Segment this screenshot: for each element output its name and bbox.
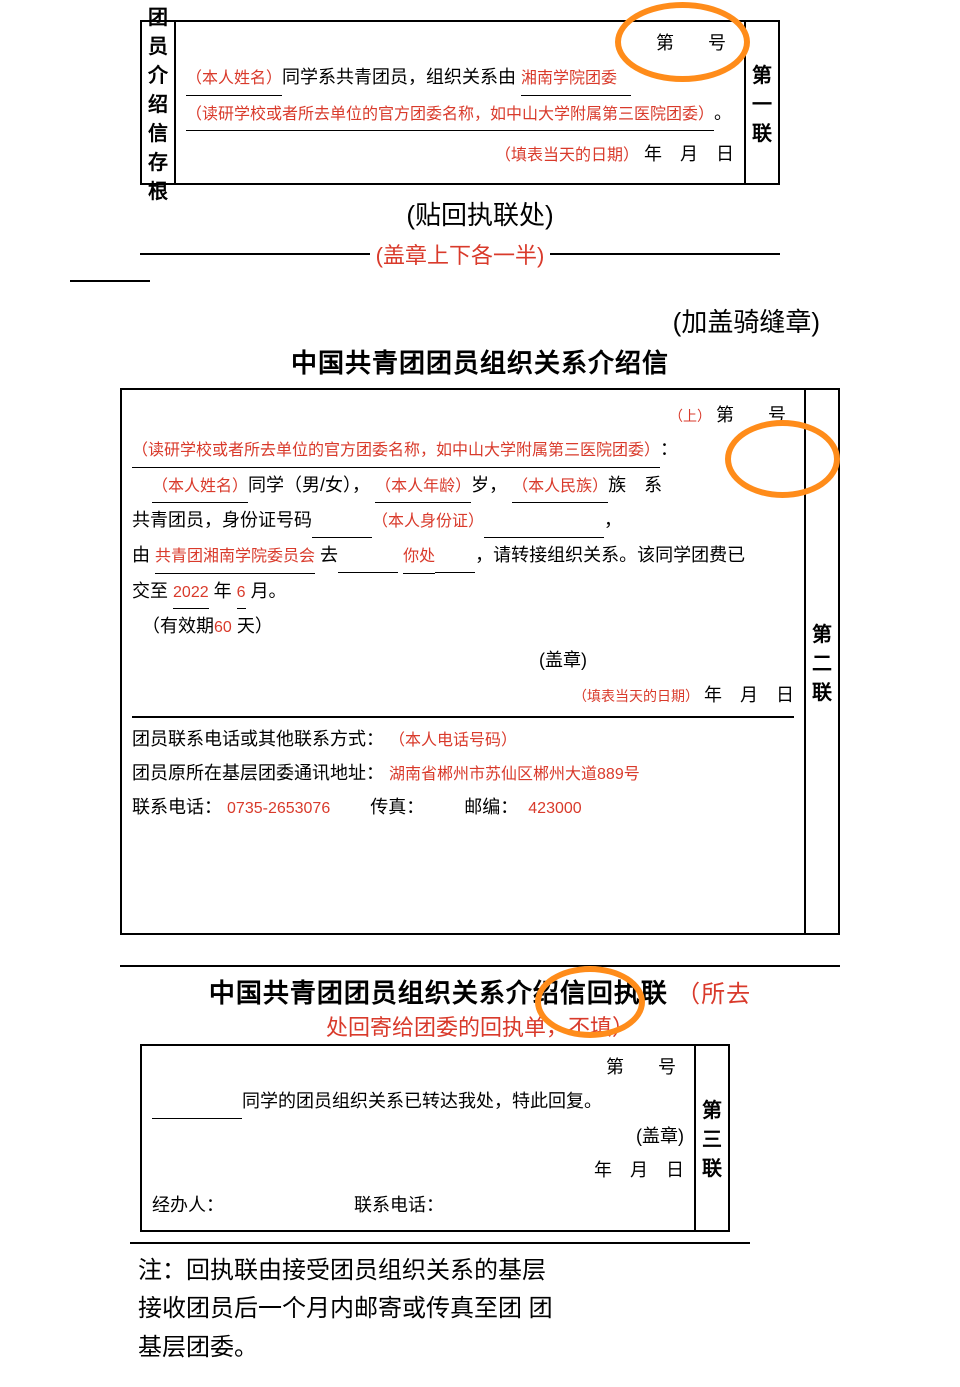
- letter-to: （读研学校或者所去单位的官方团委名称，如中山大学附属第三医院团委）：: [132, 432, 794, 467]
- receipt-hint2: 处回寄给团委的回执单，不填）: [20, 1010, 940, 1042]
- hint-phone: （本人电话号码）: [389, 732, 517, 749]
- letter-box: （上） 第 号 （读研学校或者所去单位的官方团委名称，如中山大学附属第三医院团委…: [120, 388, 840, 935]
- letter-addr: 团员原所在基层团委通讯地址： 湖南省郴州市苏仙区郴州大道889号: [132, 756, 794, 790]
- stub-date: （填表当天的日期） 年 月 日: [186, 137, 734, 171]
- hint-dest-org: （读研学校或者所去单位的官方团委名称，如中山大学附属第三医院团委）: [186, 106, 714, 123]
- hint-to-org: （读研学校或者所去单位的官方团委名称，如中山大学附属第三医院团委）: [132, 442, 660, 459]
- letter-number-row: （上） 第 号: [132, 398, 794, 432]
- divider-3: [130, 1242, 750, 1244]
- val-tel: 0735-2653076: [227, 800, 330, 817]
- letter-valid: （有效期60 天）: [132, 609, 794, 643]
- letter-right-label: 第二联: [804, 390, 838, 933]
- hint-name2: （本人姓名）: [152, 478, 248, 495]
- receipt-number: 第 号: [152, 1050, 684, 1084]
- hint-dest: 你处: [403, 548, 435, 565]
- letter-line-name: （本人姓名）同学（男/女）， （本人年龄）岁， （本人民族）族 系: [132, 468, 794, 503]
- receipt-right-label: 第三联: [694, 1046, 728, 1230]
- letter-contact: 团员联系电话或其他联系方式： （本人电话号码）: [132, 722, 794, 756]
- hint-name: （本人姓名）: [186, 70, 282, 87]
- stamp-half-row: (盖章上下各一半): [140, 238, 780, 270]
- seam-stamp-label: (加盖骑缝章): [20, 302, 940, 339]
- letter-stamp: (盖章): [132, 643, 794, 677]
- letter-content: （上） 第 号 （读研学校或者所去单位的官方团委名称，如中山大学附属第三医院团委…: [122, 390, 804, 933]
- val-zip: 423000: [528, 800, 581, 817]
- stub-right-label: 第一联: [744, 22, 778, 183]
- stub-side-label: 团员介绍信存根: [142, 22, 176, 183]
- letter-tel-row: 联系电话： 0735-2653076 传真： 邮编： 423000: [132, 790, 794, 824]
- letter-divider: [132, 716, 794, 718]
- val-days: 60: [214, 619, 232, 636]
- stub-line2: （读研学校或者所去单位的官方团委名称，如中山大学附属第三医院团委）。: [186, 96, 734, 131]
- hint-org-from: 湘南学院团委: [521, 70, 617, 87]
- document-root: 团员介绍信存根 第 号 （本人姓名）同学系共青团员，组织关系由 湘南学院团委 （…: [20, 20, 940, 1367]
- receipt-handler-row: 经办人： 联系电话：: [152, 1188, 684, 1222]
- receipt-content: 第 号 同学的团员组织关系已转达我处，特此回复。 (盖章) 年 月 日 经办人：…: [142, 1046, 694, 1230]
- receipt-box: 第 号 同学的团员组织关系已转达我处，特此回复。 (盖章) 年 月 日 经办人：…: [140, 1044, 730, 1232]
- letter-line-id: 共青团员，身份证号码 （本人身份证） ，: [132, 503, 794, 538]
- divider-2: [120, 965, 840, 967]
- val-year: 2022: [173, 584, 209, 601]
- hint-date2: （填表当天的日期）: [573, 688, 699, 704]
- stub-content: 第 号 （本人姓名）同学系共青团员，组织关系由 湘南学院团委 （读研学校或者所去…: [176, 22, 744, 183]
- divider-short: [70, 280, 150, 282]
- hint-date: （填表当天的日期）: [495, 147, 639, 164]
- receipt-date: 年 月 日: [152, 1153, 684, 1187]
- letter-date: （填表当天的日期） 年 月 日: [132, 678, 794, 712]
- hint-same: （上）: [669, 408, 711, 424]
- footnote: 注：回执联由接受团员组织关系的基层 接收团员后一个月内邮寄或传真至团 团 基层团…: [130, 1248, 770, 1367]
- letter-title: 中国共青团团员组织关系介绍信: [20, 343, 940, 380]
- stub-box: 团员介绍信存根 第 号 （本人姓名）同学系共青团员，组织关系由 湘南学院团委 （…: [140, 20, 780, 185]
- hint-id: （本人身份证）: [372, 513, 484, 530]
- hint-from-org: 共青团湘南学院委员会: [155, 548, 315, 565]
- receipt-title-row: 中国共青团团员组织关系介绍信回执联 （所去: [20, 973, 940, 1010]
- stamp-half-label: (盖章上下各一半): [370, 238, 551, 270]
- hint-age: （本人年龄）: [375, 478, 471, 495]
- receipt-hint1: （所去: [676, 981, 751, 1008]
- stub-number: 第 号: [186, 26, 734, 60]
- letter-line-transfer: 由 共青团湘南学院委员会 去 你处 ，请转接组织关系。该同学团费已: [132, 538, 794, 573]
- hint-ethnic: （本人民族）: [512, 478, 608, 495]
- receipt-line1: 同学的团员组织关系已转达我处，特此回复。: [152, 1084, 684, 1119]
- val-month: 6: [237, 584, 246, 601]
- receipt-title: 中国共青团团员组织关系介绍信回执联: [209, 978, 668, 1008]
- stub-line1: （本人姓名）同学系共青团员，组织关系由 湘南学院团委: [186, 60, 734, 95]
- letter-line-paid: 交至 2022 年 6 月。: [132, 574, 794, 609]
- receipt-stamp: (盖章): [152, 1119, 684, 1153]
- val-addr: 湖南省郴州市苏仙区郴州大道889号: [389, 766, 640, 783]
